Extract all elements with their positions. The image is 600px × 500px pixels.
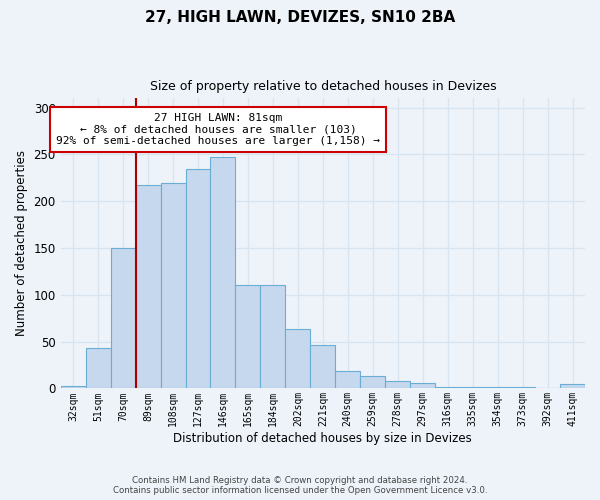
Text: 27, HIGH LAWN, DEVIZES, SN10 2BA: 27, HIGH LAWN, DEVIZES, SN10 2BA — [145, 10, 455, 25]
Bar — [86, 348, 110, 389]
Bar — [61, 386, 86, 388]
Bar — [560, 384, 585, 388]
Y-axis label: Number of detached properties: Number of detached properties — [15, 150, 28, 336]
Text: Contains HM Land Registry data © Crown copyright and database right 2024.
Contai: Contains HM Land Registry data © Crown c… — [113, 476, 487, 495]
Bar — [310, 346, 335, 389]
Bar — [260, 286, 286, 389]
Bar — [185, 168, 211, 388]
X-axis label: Distribution of detached houses by size in Devizes: Distribution of detached houses by size … — [173, 432, 472, 445]
Bar — [385, 381, 410, 388]
Bar — [110, 248, 136, 388]
Bar — [161, 184, 185, 388]
Title: Size of property relative to detached houses in Devizes: Size of property relative to detached ho… — [149, 80, 496, 93]
Bar — [410, 383, 435, 388]
Bar — [211, 158, 235, 388]
Bar — [136, 186, 161, 388]
Bar — [435, 386, 460, 388]
Bar — [335, 370, 360, 388]
Text: 27 HIGH LAWN: 81sqm
← 8% of detached houses are smaller (103)
92% of semi-detach: 27 HIGH LAWN: 81sqm ← 8% of detached hou… — [56, 113, 380, 146]
Bar — [235, 286, 260, 389]
Bar — [360, 376, 385, 388]
Bar — [286, 328, 310, 388]
